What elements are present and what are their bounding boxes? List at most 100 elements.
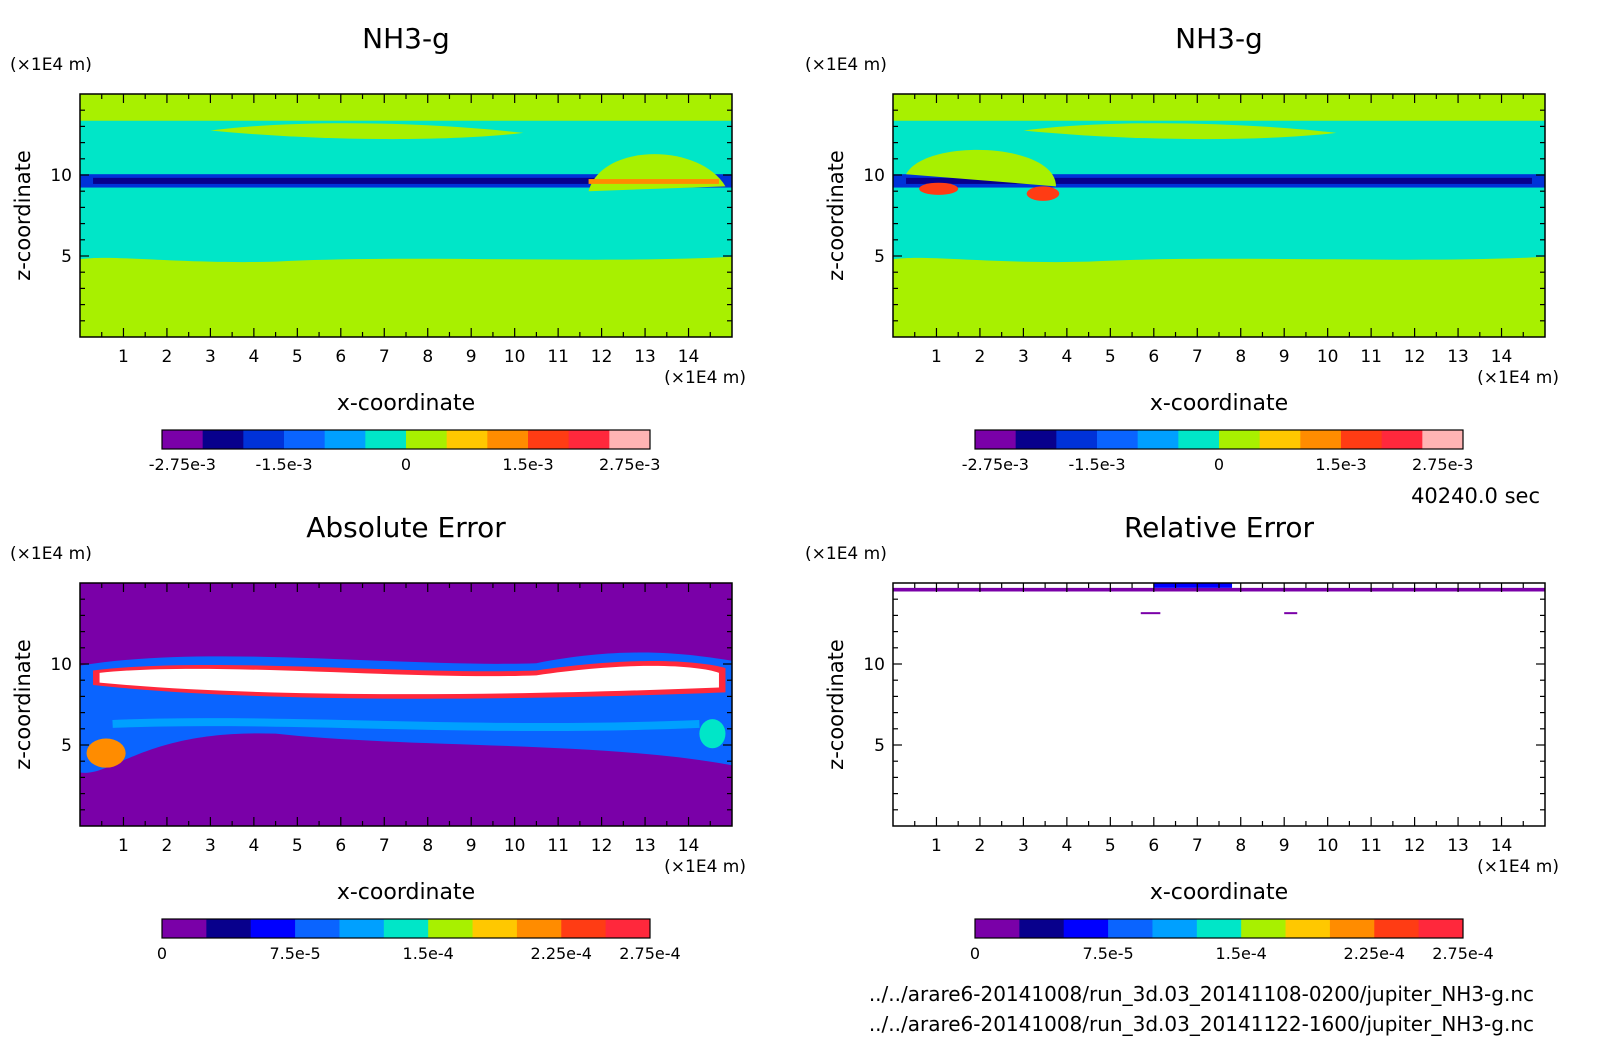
panel-title: Absolute Error [306,511,506,544]
y-tick-label: 10 [50,655,72,675]
y-tick-label: 5 [874,736,885,756]
colorbar-swatch [1374,919,1420,938]
y-axis-label: z-coordinate [11,639,35,770]
x-tick-label: 5 [292,347,303,367]
y-unit-label: (×1E4 m) [10,55,92,75]
x-tick-label: 11 [547,836,569,856]
colorbar-tick-label: 2.25e-4 [531,944,592,963]
x-tick-label: 7 [1192,347,1203,367]
colorbar-swatch [406,430,448,449]
x-tick-label: 5 [1105,836,1116,856]
x-tick-label: 8 [1235,347,1246,367]
x-tick-label: 12 [1404,347,1426,367]
colorbar-swatch [609,430,651,449]
panel-title: NH3-g [362,22,450,55]
colorbar-tick-label: 1.5e-4 [403,944,454,963]
x-tick-label: 3 [205,836,216,856]
x-tick-label: 1 [931,836,942,856]
x-tick-label: 10 [1317,836,1339,856]
x-tick-label: 4 [248,836,259,856]
y-unit-label: (×1E4 m) [10,544,92,564]
x-tick-label: 14 [678,836,700,856]
y-tick-label: 5 [61,736,72,756]
x-tick-label: 7 [379,836,390,856]
timestamp: 40240.0 sec [1411,484,1540,508]
x-tick-label: 4 [1061,836,1072,856]
y-axis-label: z-coordinate [824,639,848,770]
colorbar-swatch [365,430,407,449]
x-tick-label: 2 [162,836,173,856]
colorbar-tick-label: 1.5e-3 [502,455,553,474]
colorbar-swatch [206,919,252,938]
x-tick-label: 9 [466,347,477,367]
panel-title: NH3-g [1175,22,1263,55]
x-tick-label: 14 [1491,347,1513,367]
contour-field [893,94,1545,337]
colorbar: -2.75e-3 -1.5e-3 0 1.5e-3 2.75e-3 [149,429,660,474]
colorbar-swatch [1178,430,1220,449]
colorbar-tick-label: 2.75e-4 [619,944,680,963]
colorbar-swatch [1097,430,1139,449]
file-path-1: ../../arare6-20141008/run_3d.03_20141108… [868,982,1534,1006]
x-tick-label: 6 [1148,836,1159,856]
colorbar-swatch [1137,430,1179,449]
colorbar-swatch [250,919,296,938]
x-unit-label: (×1E4 m) [1477,857,1559,877]
x-tick-label: 13 [634,836,656,856]
colorbar-swatch [1015,430,1057,449]
x-tick-label: 13 [1447,347,1469,367]
colorbar-swatch [1019,919,1065,938]
x-tick-label: 10 [1317,347,1339,367]
y-tick-label: 10 [863,655,885,675]
x-unit-label: (×1E4 m) [1477,368,1559,388]
colorbar-tick-label: 0 [401,455,411,474]
colorbar-tick-label: 2.25e-4 [1344,944,1405,963]
x-tick-label: 4 [1061,347,1072,367]
colorbar: 0 7.5e-5 1.5e-4 2.25e-4 2.75e-4 [970,918,1494,963]
x-tick-label: 13 [1447,836,1469,856]
x-axis-label: x-coordinate [337,880,475,905]
y-tick-label: 5 [61,247,72,267]
x-tick-label: 14 [678,347,700,367]
contour-field [80,583,732,826]
x-tick-label: 3 [205,347,216,367]
colorbar-swatch [162,430,204,449]
colorbar-swatch [1341,430,1383,449]
x-tick-label: 11 [1360,836,1382,856]
colorbar-tick-label: 1.5e-3 [1315,455,1366,474]
colorbar-swatch [975,919,1020,938]
x-tick-label: 6 [335,347,346,367]
colorbar-tick-label: 7.5e-5 [1082,944,1133,963]
y-tick-label: 5 [874,247,885,267]
colorbar-swatch [202,430,244,449]
x-tick-label: 13 [634,347,656,367]
x-tick-label: 1 [118,347,129,367]
x-tick-label: 3 [1018,836,1029,856]
colorbar-swatch [528,430,570,449]
colorbar-tick-label: 0 [970,944,980,963]
x-tick-label: 7 [379,347,390,367]
colorbar-tick-label: 2.75e-3 [1412,455,1473,474]
colorbar-swatch [1329,919,1375,938]
x-axis-label: x-coordinate [1150,391,1288,416]
x-tick-label: 10 [504,836,526,856]
contour-field [893,583,1545,826]
x-axis-label: x-coordinate [337,391,475,416]
colorbar-tick-label: 2.75e-3 [599,455,660,474]
colorbar-swatch [516,919,562,938]
colorbar: -2.75e-3 -1.5e-3 0 1.5e-3 2.75e-3 [962,429,1473,474]
colorbar-swatch [162,919,207,938]
x-tick-label: 12 [1404,836,1426,856]
colorbar-swatch [1056,430,1098,449]
y-axis-label: z-coordinate [824,150,848,281]
colorbar: 0 7.5e-5 1.5e-4 2.25e-4 2.75e-4 [157,918,681,963]
colorbar-swatch [1196,919,1242,938]
x-tick-label: 14 [1491,836,1513,856]
y-tick-label: 10 [50,166,72,186]
colorbar-tick-label: -1.5e-3 [1068,455,1125,474]
x-axis-label: x-coordinate [1150,880,1288,905]
panel-2: NH3-g(×1E4 m)1 2 3 4 5 6 7 8 9 10 11 12 13 14510(×1E4… [805,22,1559,474]
colorbar-swatch [284,430,326,449]
x-tick-label: 8 [422,347,433,367]
x-tick-label: 8 [422,836,433,856]
